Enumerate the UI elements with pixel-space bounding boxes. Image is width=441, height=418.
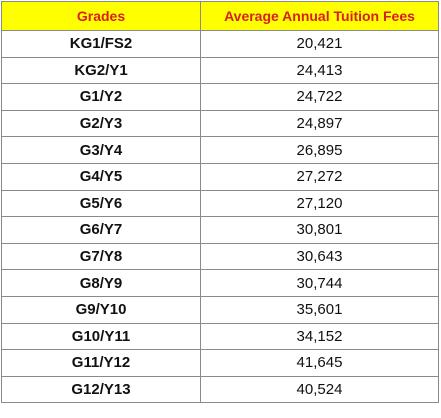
fee-cell: 24,413 — [200, 56, 439, 85]
table-body: KG1/FS2 20,421 KG2/Y1 24,413 G1/Y2 24,722 G2/Y… — [1, 30, 439, 404]
grade-cell: G10/Y11 — [1, 322, 201, 351]
table-row: G12/Y13 40,524 — [1, 375, 439, 404]
grade-cell: G6/Y7 — [1, 216, 201, 244]
grade-cell: KG2/Y1 — [1, 56, 201, 85]
fee-cell: 30,801 — [200, 216, 439, 244]
fee-cell: 24,897 — [200, 109, 439, 138]
fee-cell: 26,895 — [200, 136, 439, 164]
fee-cell: 30,643 — [200, 242, 439, 271]
fee-cell: 20,421 — [200, 30, 439, 58]
table-row: KG2/Y1 24,413 — [1, 56, 439, 85]
table-row: G6/Y7 30,801 — [1, 216, 439, 244]
grade-cell: G1/Y2 — [1, 83, 201, 111]
grade-cell: G12/Y13 — [1, 375, 201, 404]
table-header: Grades Average Annual Tuition Fees — [1, 1, 439, 31]
grade-cell: G5/Y6 — [1, 189, 201, 218]
grade-cell: G9/Y10 — [1, 295, 201, 324]
table-row: G3/Y4 26,895 — [1, 136, 439, 164]
table-row: G2/Y3 24,897 — [1, 109, 439, 138]
header-row: Grades Average Annual Tuition Fees — [1, 1, 439, 31]
grade-cell: G2/Y3 — [1, 109, 201, 138]
fee-cell: 24,722 — [200, 83, 439, 111]
fee-cell: 40,524 — [200, 375, 439, 404]
table-row: G1/Y2 24,722 — [1, 83, 439, 111]
grade-cell: G3/Y4 — [1, 136, 201, 164]
table-row: G11/Y12 41,645 — [1, 349, 439, 377]
fee-cell: 27,120 — [200, 189, 439, 218]
fee-cell: 41,645 — [200, 349, 439, 377]
table-row: G4/Y5 27,272 — [1, 162, 439, 191]
table-row: G10/Y11 34,152 — [1, 322, 439, 351]
grades-column-header: Grades — [1, 1, 201, 31]
table-row: G8/Y9 30,744 — [1, 269, 439, 297]
grade-cell: G4/Y5 — [1, 162, 201, 191]
fee-cell: 35,601 — [200, 295, 439, 324]
tuition-fees-table: Grades Average Annual Tuition Fees KG1/F… — [1, 1, 439, 404]
table-row: G9/Y10 35,601 — [1, 295, 439, 324]
fee-cell: 27,272 — [200, 162, 439, 191]
fee-cell: 30,744 — [200, 269, 439, 297]
table-row: G5/Y6 27,120 — [1, 189, 439, 218]
grade-cell: KG1/FS2 — [1, 30, 201, 58]
grade-cell: G7/Y8 — [1, 242, 201, 271]
fees-column-header: Average Annual Tuition Fees — [200, 1, 439, 31]
grade-cell: G11/Y12 — [1, 349, 201, 377]
grade-cell: G8/Y9 — [1, 269, 201, 297]
table-row: G7/Y8 30,643 — [1, 242, 439, 271]
fee-cell: 34,152 — [200, 322, 439, 351]
table-row: KG1/FS2 20,421 — [1, 30, 439, 58]
